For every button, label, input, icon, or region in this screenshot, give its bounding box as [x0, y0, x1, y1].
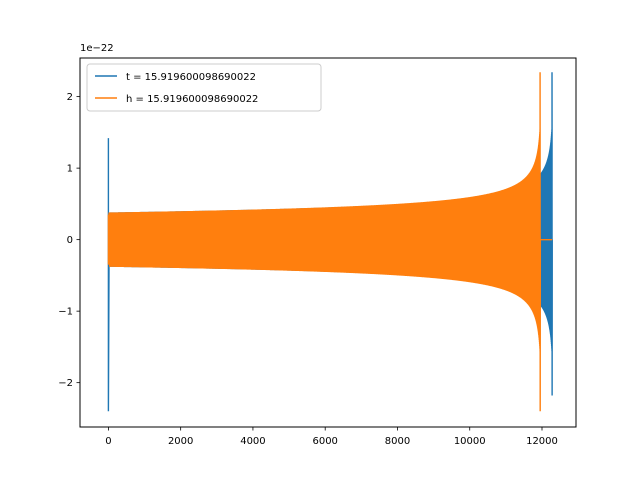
- y-axis: −2 −1 0 1 2: [58, 92, 80, 389]
- x-tick-label: 0: [105, 436, 111, 447]
- y-tick-label: −1: [58, 307, 73, 318]
- x-tick-label: 8000: [385, 436, 410, 447]
- legend-entry-t: t = 15.919600098690022: [126, 72, 256, 83]
- y-tick-label: 0: [67, 235, 73, 246]
- plot-frame: [79, 57, 577, 428]
- series-layer: [107, 72, 553, 412]
- legend-entry-h: h = 15.919600098690022: [126, 94, 258, 105]
- legend-box: [86, 63, 322, 112]
- legend: t = 15.919600098690022 h = 15.9196000986…: [86, 63, 322, 112]
- x-axis: 0 2000 4000 6000 8000 10000 12000: [105, 427, 558, 447]
- y-offset-label: 1e−22: [80, 43, 114, 54]
- y-tick-label: 2: [67, 92, 73, 103]
- x-tick-label: 12000: [526, 436, 558, 447]
- y-tick-label: −2: [58, 378, 73, 389]
- y-tick-label: 1: [67, 164, 73, 175]
- x-tick-label: 2000: [168, 436, 193, 447]
- x-tick-label: 10000: [454, 436, 486, 447]
- x-tick-label: 4000: [240, 436, 265, 447]
- x-tick-label: 6000: [312, 436, 337, 447]
- series-line-h: [107, 72, 553, 412]
